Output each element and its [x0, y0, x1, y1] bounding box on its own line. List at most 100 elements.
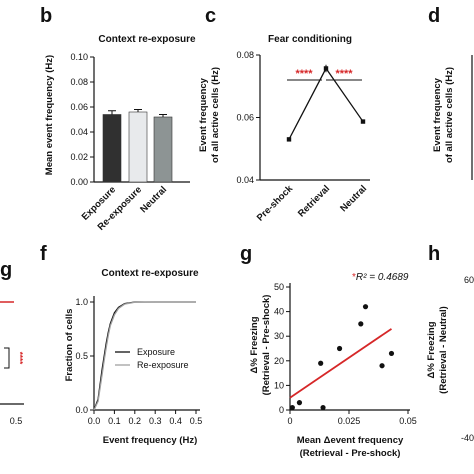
g-ytick-label-0: 0: [279, 405, 284, 415]
panel-f-xticks: 0.0 0.1 0.2 0.3 0.4 0.5: [88, 410, 203, 426]
panel-g-ylabel-line1: Δ% Freezing: [249, 316, 260, 373]
panel-h: h Δ% Freezing (Retrieval - Neutral) 60 -4…: [426, 243, 474, 443]
panel-d: d Event frequency of all active cells (H…: [428, 5, 473, 180]
h-ytick-label-5: -40: [461, 433, 474, 443]
c-category-1: Retrieval: [296, 183, 332, 219]
panel-b-bars: [102, 109, 173, 183]
c-point-2: [360, 119, 366, 124]
b-ytick-label-5: 0.10: [70, 52, 88, 62]
g-point-4: [336, 345, 343, 352]
g-xtick-label-2: 0.05: [399, 416, 417, 426]
panel-g-xlabel-line2: (Retrieval - Pre-shock): [300, 448, 401, 459]
g-point-3: [320, 404, 326, 411]
panel-g-plot: [289, 304, 395, 411]
panel-b-ylabel: Mean event frequency (Hz): [44, 55, 55, 175]
f-xtick-label-2: 0.2: [129, 416, 142, 426]
panel-d-ylabel-line1: Event frequency: [432, 77, 443, 152]
panel-f-ylabel: Fraction of cells: [64, 309, 75, 382]
b-ytick-label-0: 0.00: [70, 177, 88, 187]
panel-g-annotation: *R² = 0.4689: [352, 272, 409, 283]
f-xtick-label-4: 0.4: [169, 416, 182, 426]
c-point-1: [323, 66, 329, 71]
panel-g-xticks: 0 0.025 0.05: [287, 410, 417, 426]
panel-c-categories: Pre-shock Retrieval Neutral: [255, 183, 369, 224]
b-bar-0: [102, 114, 122, 183]
panel-c-title: Fear conditioning: [268, 34, 352, 45]
g-ytick-label-5: 50: [274, 282, 284, 292]
f-xtick-label-0: 0.0: [88, 416, 101, 426]
c-category-0: Pre-shock: [255, 183, 296, 224]
g-point-5: [358, 321, 364, 327]
g-point-6: [362, 304, 369, 310]
g-point-7: [379, 363, 385, 369]
panel-b-yticks: 0.00 0.02 0.04 0.06 0.08 0.10: [70, 52, 94, 187]
c-ytick-label-0: 0.04: [236, 175, 254, 185]
g-ytick-label-1: 10: [274, 380, 284, 390]
panel-b: b Context re-exposure Mean event frequen…: [40, 5, 196, 233]
b-ytick-label-3: 0.06: [70, 102, 88, 112]
f-xtick-label-1: 0.1: [108, 416, 121, 426]
panel-g-ylabel-line2: (Retrieval - Pre-shock): [261, 295, 272, 396]
c-point-0: [286, 137, 292, 142]
c-ytick-label-2: 0.08: [236, 50, 254, 60]
panel-f-legend: Exposure Re-exposure: [115, 347, 189, 370]
g-xtick-label-0: 0: [287, 416, 292, 426]
f-ytick-label-0: 0.0: [75, 405, 88, 415]
panel-b-title: Context re-exposure: [98, 34, 196, 45]
b-ytick-label-1: 0.02: [70, 152, 88, 162]
panel-label-g: g: [240, 243, 252, 265]
b-bar-2: [153, 116, 173, 183]
panel-e-fragment: g **** 0.5: [0, 259, 24, 426]
panel-h-yticks: 60 -40: [461, 275, 474, 443]
f-xtick-label-5: 0.5: [190, 416, 203, 426]
b-category-2: Neutral: [138, 184, 169, 215]
panel-label-c: c: [205, 5, 216, 27]
g-point-8: [388, 350, 395, 357]
c-ytick-label-1: 0.06: [236, 113, 254, 123]
panel-f-yticks: 0.0 0.5 1.0: [75, 297, 94, 415]
g-point-1: [296, 400, 303, 406]
g-regression-line: [289, 328, 392, 399]
panel-c-sig-1: ****: [295, 68, 313, 80]
b-bar-1: [128, 111, 148, 183]
panel-f-plot: [93, 301, 196, 411]
panel-f: f Context re-exposure Fraction of cells …: [40, 243, 202, 446]
f-ytick-label-2: 1.0: [75, 297, 88, 307]
f-ytick-label-1: 0.5: [75, 351, 88, 361]
panel-c-yticks: 0.04 0.06 0.08: [236, 50, 260, 185]
panel-e-tick: 0.5: [10, 416, 23, 426]
panel-c-plot: [286, 64, 366, 142]
panel-c: c Fear conditioning Event frequency of a…: [198, 5, 370, 224]
b-ytick-label-4: 0.08: [70, 77, 88, 87]
panel-label-d: d: [428, 5, 440, 27]
panel-e-sig: ****: [15, 352, 24, 365]
g-ytick-label-4: 40: [274, 307, 284, 317]
panel-c-ylabel-line1: Event frequency: [198, 77, 209, 152]
h-ytick-label-0: 60: [464, 275, 474, 285]
g-point-0: [289, 404, 295, 411]
panel-c-ylabel-line2: of all active cells (Hz): [210, 67, 221, 163]
panel-c-sig-2: ****: [335, 68, 353, 80]
panel-f-xlabel: Event frequency (Hz): [103, 435, 198, 446]
panel-label-f: f: [40, 243, 47, 265]
panel-g: g *R² = 0.4689 Δ% Freezing (Retrieval - …: [240, 243, 417, 459]
panel-d-ylabel-line2: of all active cells (Hz): [444, 67, 455, 163]
panel-g-xlabel-line1: Mean Δevent frequency: [297, 435, 404, 446]
legend-label-exposure: Exposure: [137, 347, 175, 357]
panel-label-h: h: [428, 243, 440, 265]
panel-label-b: b: [40, 5, 52, 27]
panel-g-yticks: 0 10 20 30 40 50: [274, 282, 290, 415]
panel-e-bracket: [4, 347, 10, 369]
g-point-2: [318, 360, 324, 366]
f-xtick-label-3: 0.3: [149, 416, 162, 426]
g-xtick-label-1: 0.025: [338, 416, 361, 426]
g-ytick-label-3: 30: [274, 331, 284, 341]
panel-e-title-fragment: g: [0, 259, 12, 281]
panel-h-ylabel-line2: (Retrieval - Neutral): [438, 306, 449, 394]
c-category-2: Neutral: [338, 183, 369, 214]
legend-label-reexposure: Re-exposure: [137, 360, 189, 370]
f-series-1: [93, 301, 196, 411]
panel-h-ylabel-line1: Δ% Freezing: [426, 321, 437, 378]
